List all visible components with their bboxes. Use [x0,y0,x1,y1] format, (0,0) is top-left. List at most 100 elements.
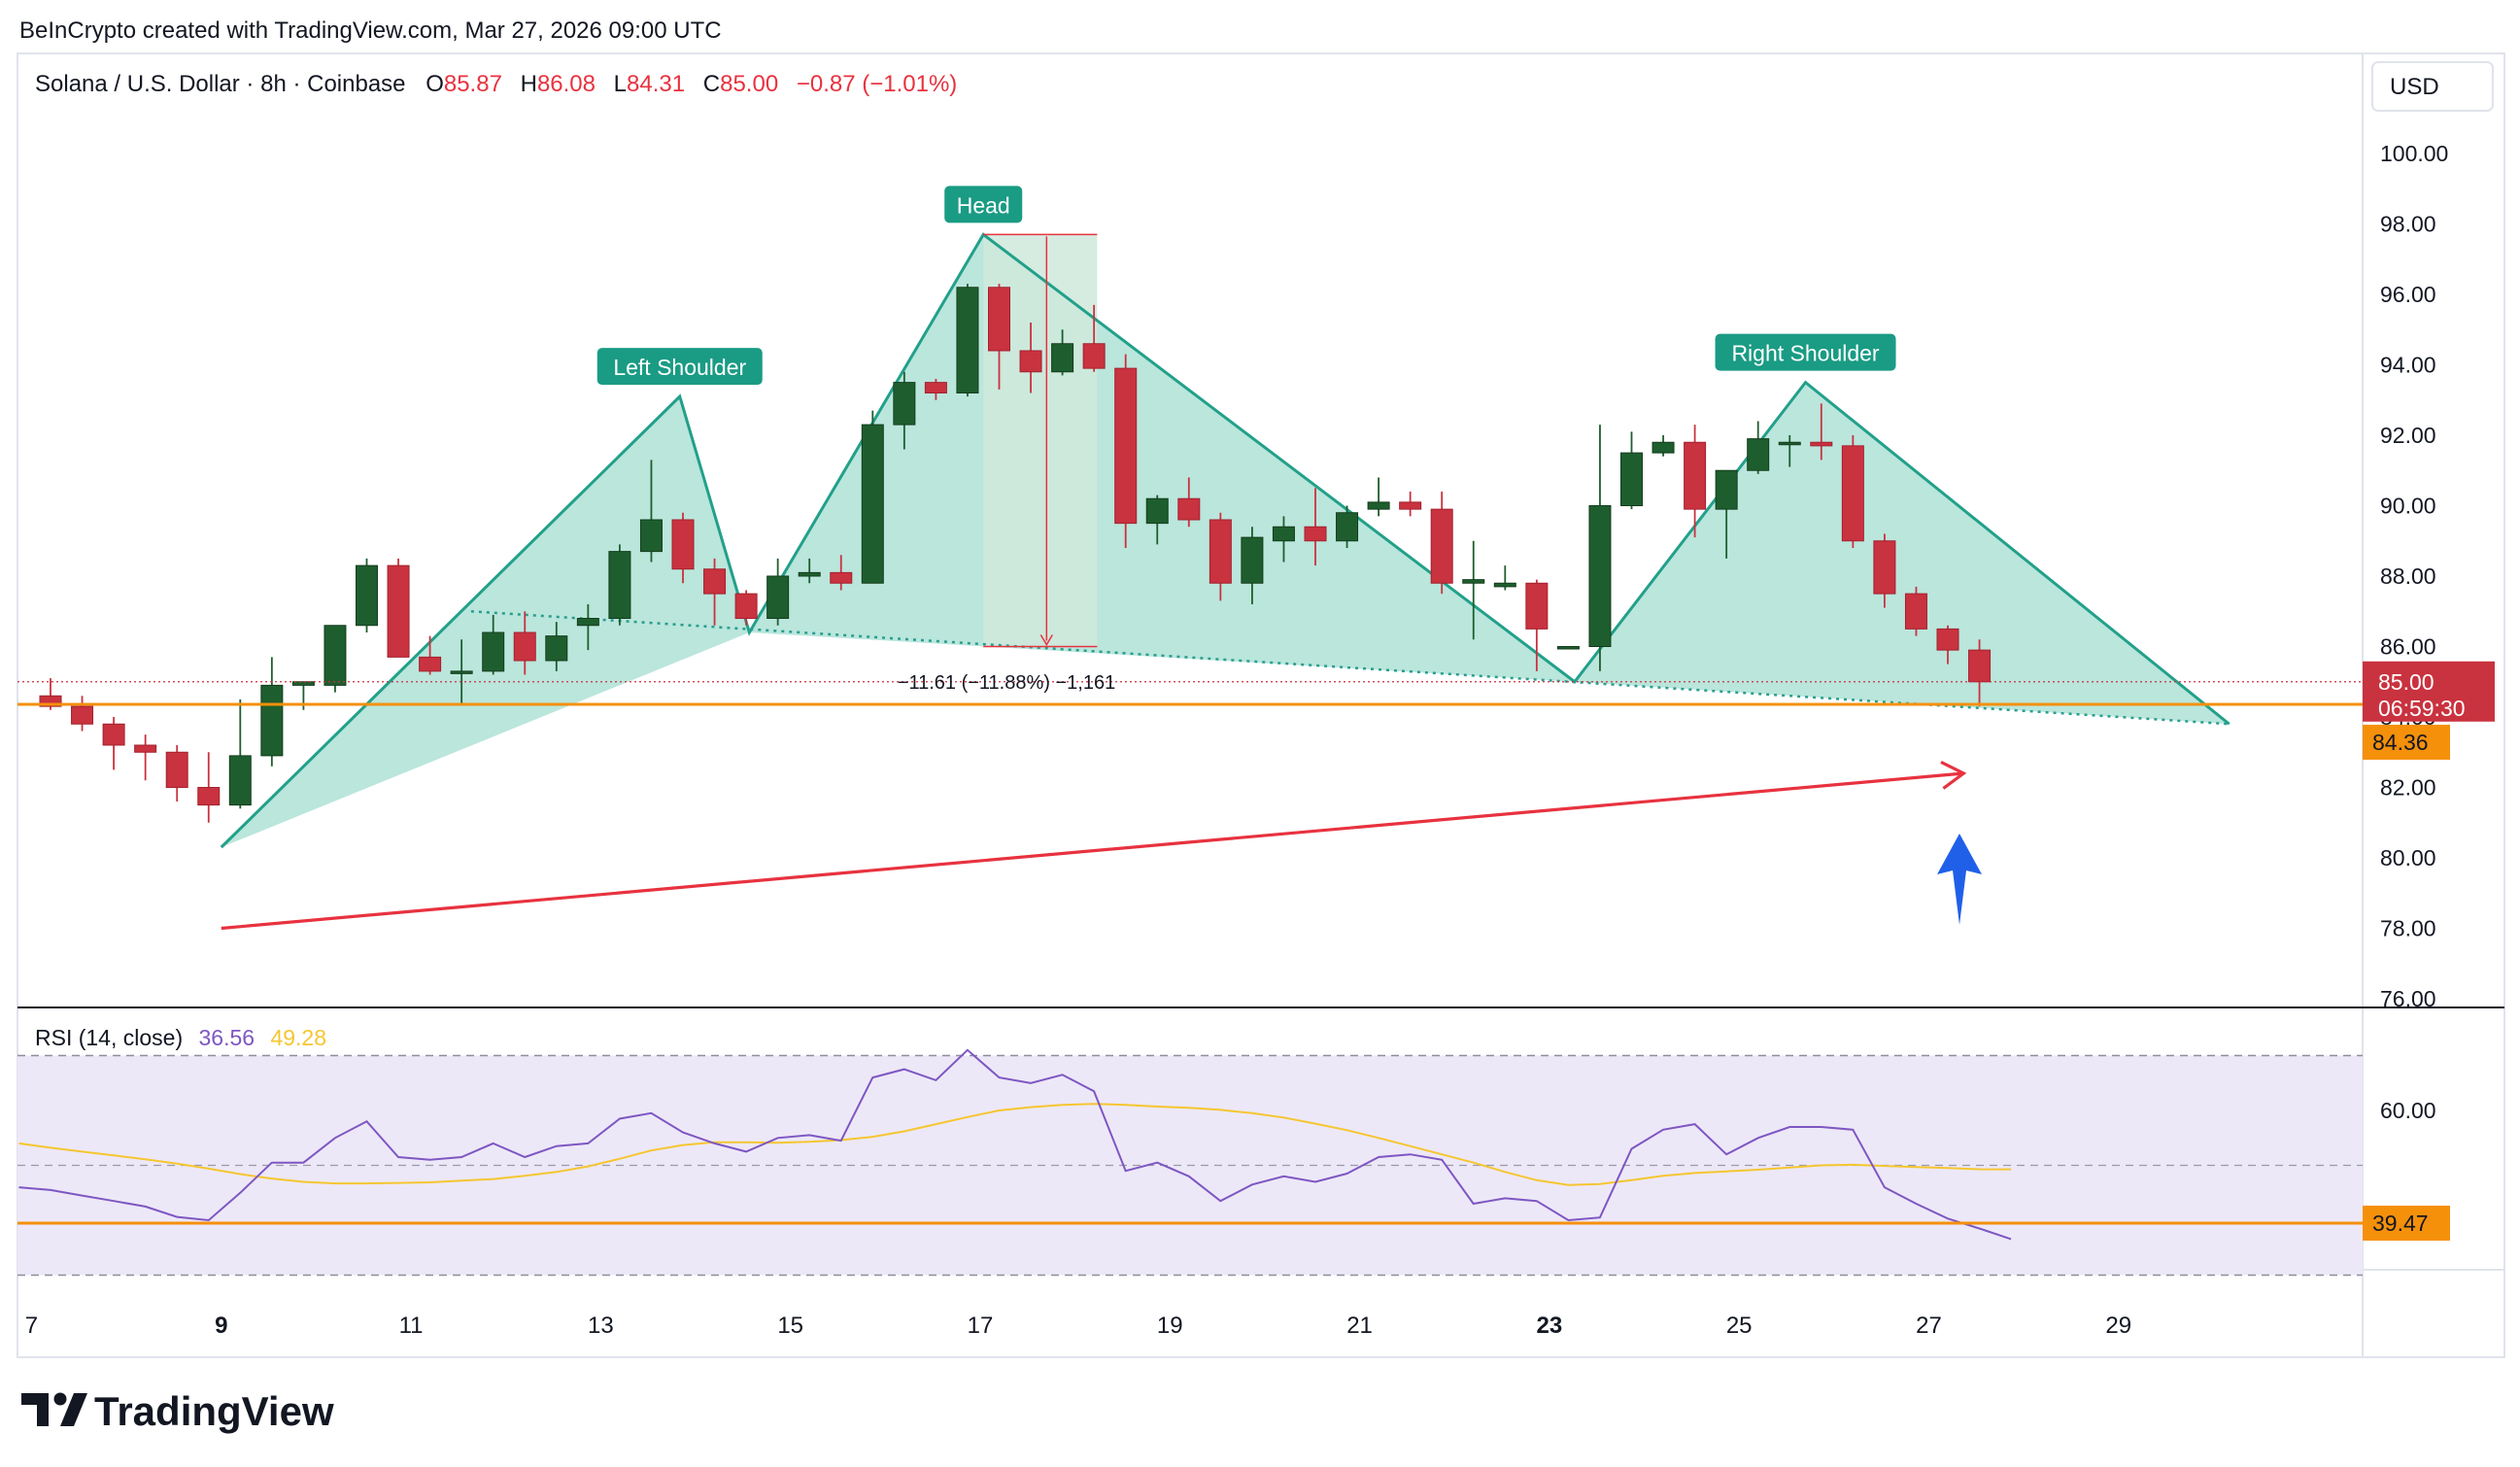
footer-brand: TradingView [94,1388,334,1434]
candle [924,382,947,393]
candle [1620,452,1643,506]
x-tick: 21 [1346,1313,1373,1339]
candle [71,705,94,725]
x-tick: 25 [1726,1313,1753,1339]
candle [1367,501,1390,510]
candle [165,751,188,788]
support-badge [2363,724,2450,760]
symbol-title: Solana / U.S. Dollar · 8h · Coinbase [35,71,406,97]
candle [1177,497,1201,521]
rsi-title: RSI (14, close) [35,1025,183,1050]
blue-up-arrow [1937,834,1982,925]
candle [956,287,979,393]
candle [1525,582,1549,630]
candle [671,519,695,570]
rsi-band-layer [17,1054,2363,1277]
rsi-value: 36.56 [199,1025,255,1050]
candle [1968,649,1992,683]
candle [1462,579,1485,584]
candle [1399,501,1422,510]
candle [228,755,252,806]
price-tick: 100.00 [2380,141,2448,166]
price-tick: 98.00 [2380,212,2436,237]
candle [734,593,758,619]
candle [1841,445,1864,542]
measure-arrowhead [1039,634,1053,646]
rsi-layer [17,1048,2363,1241]
pattern-layer [220,232,2231,849]
candle [450,670,473,674]
x-tick: 29 [2105,1313,2131,1339]
overlay-layer: Left Shoulder Head Right Shoulder −11.61 (−… [17,186,2363,931]
candle [639,519,663,553]
candle [576,618,599,627]
pattern-label-2: Right Shoulder [1731,341,1879,366]
candles-layer [39,284,1992,823]
candle [482,631,505,672]
candle [1715,469,1738,510]
pattern-fill-1 [749,234,1575,682]
pattern-label-box-0 [596,348,763,386]
rsi-line [18,1048,2012,1241]
rsi-tick: 60.00 [2380,1098,2436,1123]
price-tick: 86.00 [2380,634,2436,660]
open-label: O [426,71,444,97]
candle [766,575,790,619]
last-price-badge [2363,661,2495,722]
x-tick: 19 [1157,1313,1183,1339]
x-tick: 27 [1916,1313,1942,1339]
candle [1019,350,1042,373]
x-tick: 15 [777,1313,803,1339]
candle [291,681,315,686]
low-label: L [614,71,627,97]
candle [197,787,221,806]
candle [1145,497,1169,525]
candle [1209,519,1232,584]
countdown-label: 06:59:30 [2378,696,2466,721]
candle [1810,441,1833,447]
candle [419,656,442,672]
pattern-label-box-2 [1715,333,1896,371]
currency-label: USD [2390,74,2439,100]
candle [387,564,410,658]
candle [1082,343,1106,369]
support-label: 84.36 [2372,730,2429,755]
candle [39,695,62,707]
candle [356,564,378,627]
open-value: 85.87 [444,71,502,97]
price-tick: 76.00 [2380,986,2436,1011]
axes-layer: 100.00 98.00 96.00 94.00 92.00 90.00 88.00 86.0… [25,141,2495,1339]
close-value: 85.00 [720,71,778,97]
candle [1936,628,1959,651]
x-tick: 17 [968,1313,994,1339]
candle [513,631,536,662]
close-label: C [703,71,720,97]
candle [545,635,568,662]
candle [703,568,727,595]
trend-arrow-line [221,771,1964,931]
x-tick: 11 [399,1313,424,1339]
candle [134,744,157,753]
pattern-label-box-1 [944,186,1023,223]
candle [1304,526,1327,542]
low-value: 84.31 [627,71,685,97]
high-value: 86.08 [537,71,596,97]
price-tick: 90.00 [2380,494,2436,519]
x-tick: 23 [1537,1313,1563,1339]
x-tick: 9 [215,1313,227,1339]
candle [608,551,631,619]
candle [1556,646,1580,650]
currency-button[interactable]: USD [2371,61,2494,112]
candle [1336,512,1359,542]
candle [1272,526,1295,542]
symbol-legend: Solana / U.S. Dollar · 8h · Coinbase O85… [35,71,957,97]
rsi-ma-value: 49.28 [270,1025,326,1050]
candle [1493,582,1516,588]
rsi-legend: RSI (14, close) 36.56 49.28 [35,1025,326,1050]
candle [988,287,1010,352]
neckline [470,610,2230,726]
candle [1588,505,1612,647]
candle [861,424,884,584]
price-tick: 78.00 [2380,916,2436,941]
